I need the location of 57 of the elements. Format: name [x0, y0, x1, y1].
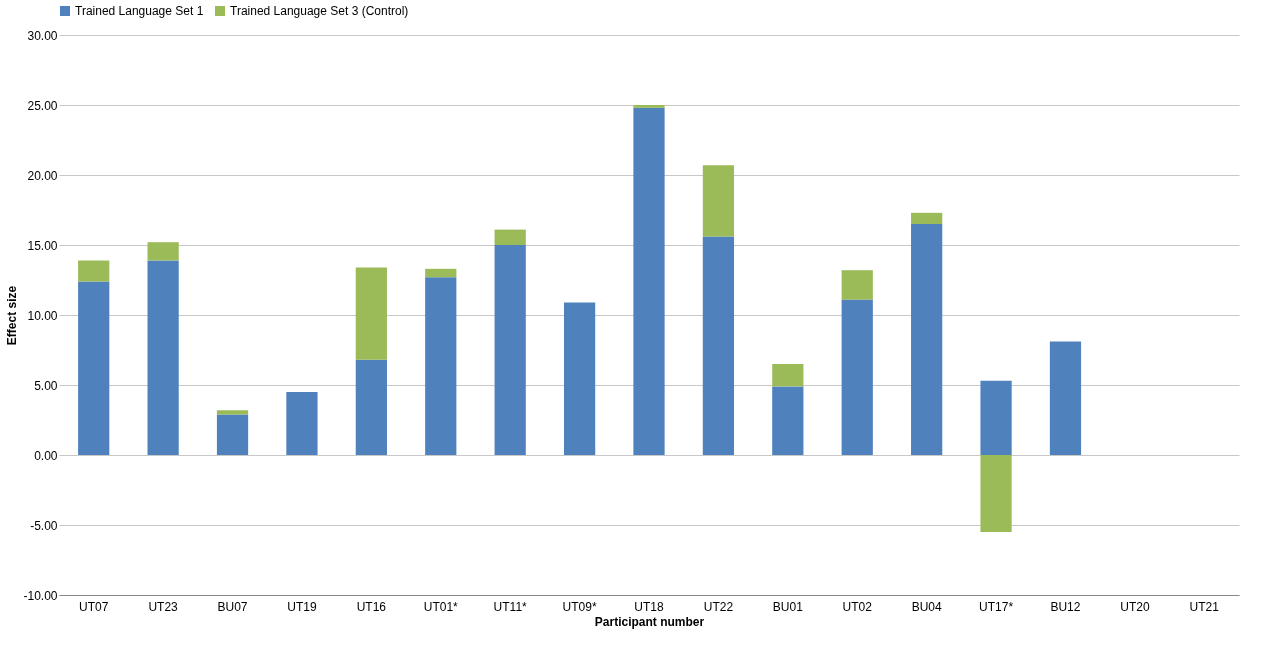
bar [841, 270, 873, 300]
bar [78, 281, 110, 455]
bar [147, 242, 179, 261]
bar [980, 455, 1012, 532]
bar [702, 236, 735, 455]
bar [772, 364, 804, 387]
bar [147, 260, 179, 455]
legend-label: Trained Language Set 3 (Control) [230, 4, 409, 18]
bar [911, 212, 943, 224]
y-tick-label: 30.00 [27, 28, 58, 43]
bar [772, 386, 804, 455]
y-tick-label: 10.00 [27, 308, 58, 323]
x-tick-label: BU01 [772, 599, 804, 614]
y-tick-label: 20.00 [27, 168, 58, 183]
x-tick-label: UT20 [1120, 599, 1150, 614]
bar [425, 277, 457, 455]
x-tick-label: UT11* [493, 599, 528, 614]
bar [425, 268, 457, 278]
bar [494, 245, 526, 455]
bar [355, 267, 387, 360]
x-tick-label: UT01* [423, 599, 459, 614]
bar [911, 224, 943, 455]
x-tick-label: UT09* [562, 599, 597, 614]
x-tick-label: BU12 [1050, 599, 1081, 614]
bar [702, 165, 735, 237]
x-tick-label: UT23 [148, 599, 179, 614]
x-tick-label: BU07 [217, 599, 248, 614]
bar [841, 299, 873, 455]
x-tick-label: UT16 [356, 599, 387, 614]
x-axis-title: Participant number [594, 614, 705, 629]
x-tick-label: UT02 [842, 599, 873, 614]
y-tick-label: 25.00 [27, 98, 58, 113]
x-tick-label: UT18 [634, 599, 664, 614]
y-tick-label: 15.00 [27, 238, 58, 253]
bar [980, 380, 1012, 455]
bar [1049, 341, 1082, 455]
bar [494, 229, 526, 245]
x-tick-label: UT07 [79, 599, 109, 614]
x-tick-label: UT21 [1189, 599, 1220, 614]
bar [633, 107, 665, 455]
x-tick-label: BU04 [911, 599, 942, 614]
bar [286, 392, 318, 455]
bar [355, 359, 387, 455]
bar [78, 260, 110, 282]
legend-label: Trained Language Set 1 [75, 4, 204, 18]
y-tick-label: -5.00 [30, 518, 58, 533]
y-axis-title: Effect size [5, 285, 20, 346]
bar [216, 410, 249, 415]
bar [563, 302, 596, 455]
x-tick-label: UT19 [287, 599, 317, 614]
y-tick-label: 5.00 [34, 378, 58, 393]
bar [633, 105, 665, 108]
x-tick-label: UT17* [979, 599, 1014, 614]
y-tick-label: -10.00 [23, 588, 58, 603]
x-tick-label: UT22 [703, 599, 734, 614]
bar [216, 414, 249, 455]
y-tick-label: 0.00 [34, 448, 58, 463]
